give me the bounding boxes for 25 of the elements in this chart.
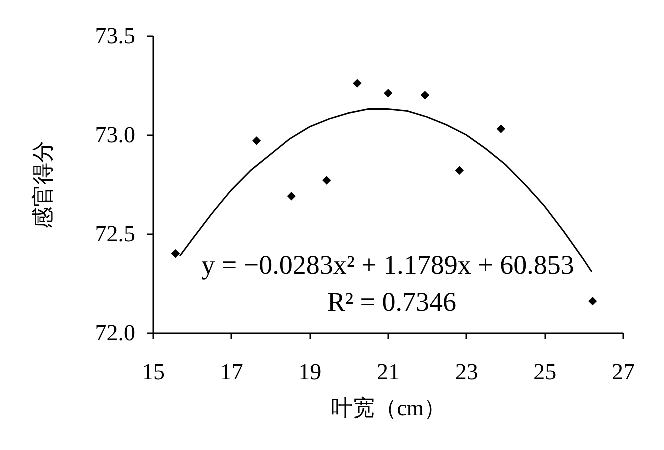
point bbox=[171, 249, 180, 258]
y-axis-title: 感官得分 bbox=[30, 141, 56, 229]
point bbox=[455, 166, 464, 175]
x-tick-label: 17 bbox=[220, 360, 244, 384]
x-tick-label: 15 bbox=[142, 360, 165, 384]
point bbox=[322, 176, 332, 185]
x-tick-label: 21 bbox=[377, 360, 400, 384]
point bbox=[496, 124, 506, 134]
point bbox=[588, 296, 598, 306]
y-tick-label: 73.5 bbox=[95, 24, 136, 48]
annotation: y = −0.0283x² + 1.1789x + 60.853 bbox=[202, 250, 574, 280]
annotation: R² = 0.7346 bbox=[327, 287, 457, 317]
y-tick-label: 72.0 bbox=[95, 320, 136, 346]
x-tick-label: 27 bbox=[612, 360, 635, 384]
x-tick-label: 23 bbox=[455, 360, 478, 384]
x-axis-title: 叶宽（cm） bbox=[331, 396, 446, 420]
point bbox=[287, 192, 296, 201]
y-tick-label: 73.0 bbox=[95, 122, 136, 148]
x-tick-label: 19 bbox=[298, 360, 322, 384]
point bbox=[353, 79, 362, 88]
point bbox=[252, 136, 262, 146]
point bbox=[384, 89, 393, 98]
point bbox=[420, 91, 430, 100]
x-tick-label: 25 bbox=[534, 360, 557, 384]
y-tick-label: 72.5 bbox=[95, 222, 136, 246]
